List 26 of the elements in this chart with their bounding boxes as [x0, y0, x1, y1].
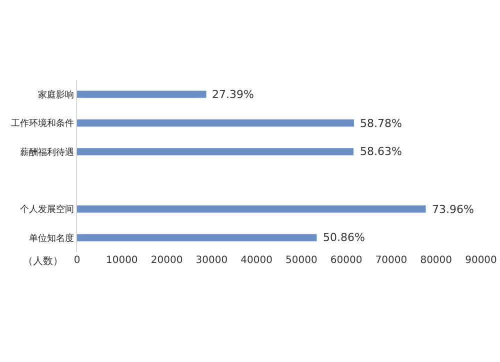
x-tick-label: 40000	[240, 255, 272, 266]
bar	[77, 205, 426, 213]
x-tick-label: 30000	[196, 255, 228, 266]
bar	[77, 90, 206, 98]
annotation: 58.78%	[360, 117, 402, 130]
annotation: 73.96%	[432, 203, 474, 216]
x-tick-label: 20000	[150, 255, 183, 266]
x-tick-label: 0	[74, 255, 80, 266]
x-tick-label: 10000	[106, 255, 138, 266]
x-axis-title: （人数）	[23, 256, 63, 267]
y-tick-label: 家庭影响	[38, 89, 74, 100]
y-tick-label: 工作环境和条件	[11, 118, 74, 130]
annotation: 58.63%	[360, 145, 402, 158]
bar	[77, 119, 354, 127]
y-tick-label: 个人发展空间	[20, 204, 74, 216]
bar	[77, 234, 317, 242]
x-tick-label: 60000	[330, 255, 362, 266]
bar	[77, 148, 354, 156]
x-tick-label: 50000	[286, 255, 318, 266]
y-tick-label: 薪酬福利待遇	[20, 146, 74, 158]
x-tick-label: 80000	[420, 255, 452, 266]
x-tick-label: 70000	[375, 255, 408, 266]
annotation: 50.86%	[323, 231, 365, 244]
x-tick-label: 90000	[465, 255, 497, 266]
y-tick-label: 单位知名度	[29, 232, 74, 244]
annotation: 27.39%	[212, 88, 254, 101]
